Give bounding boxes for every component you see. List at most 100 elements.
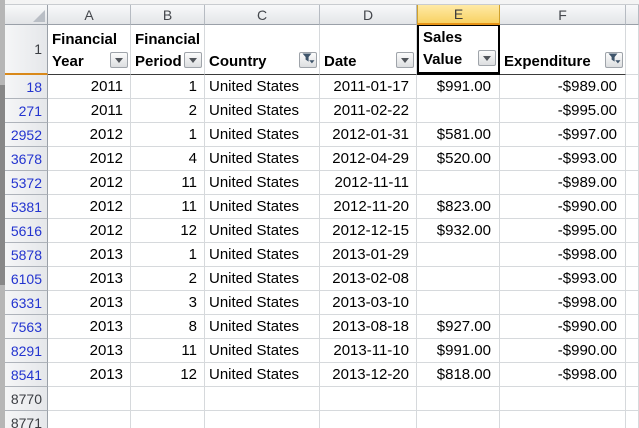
- cell-financial-period[interactable]: 3: [131, 291, 205, 315]
- cell-country[interactable]: United States: [205, 363, 320, 387]
- cell-expenditure[interactable]: [500, 411, 626, 428]
- cell-partial[interactable]: [626, 75, 639, 99]
- left-scrollbar[interactable]: [0, 0, 5, 428]
- cell-date[interactable]: 2013-11-10: [320, 339, 417, 363]
- filter-dropdown-button[interactable]: [478, 50, 496, 66]
- cell-country[interactable]: United States: [205, 123, 320, 147]
- cell-partial[interactable]: [626, 195, 639, 219]
- cell-financial-period[interactable]: 2: [131, 99, 205, 123]
- cell-financial-period[interactable]: 1: [131, 75, 205, 99]
- cell-financial-year[interactable]: 2012: [48, 171, 131, 195]
- cell-sales-value[interactable]: [417, 99, 500, 123]
- cell-financial-period[interactable]: 4: [131, 147, 205, 171]
- header-cell-expenditure[interactable]: Expenditure: [500, 25, 626, 75]
- cell-country[interactable]: United States: [205, 219, 320, 243]
- cell-financial-period[interactable]: 1: [131, 243, 205, 267]
- cell-country[interactable]: United States: [205, 315, 320, 339]
- cell-date[interactable]: [320, 387, 417, 411]
- cell-financial-period[interactable]: 12: [131, 363, 205, 387]
- cell-partial[interactable]: [626, 123, 639, 147]
- cell-date[interactable]: 2013-02-08: [320, 267, 417, 291]
- cell-sales-value[interactable]: $991.00: [417, 75, 500, 99]
- cell-date[interactable]: 2012-04-29: [320, 147, 417, 171]
- row-header-271[interactable]: 271: [5, 99, 48, 123]
- cell-expenditure[interactable]: -$989.00: [500, 171, 626, 195]
- column-header-c[interactable]: C: [205, 5, 320, 25]
- cell-financial-period[interactable]: 1: [131, 123, 205, 147]
- cell-partial[interactable]: [626, 339, 639, 363]
- column-header-e[interactable]: E: [417, 5, 500, 25]
- cell-financial-period[interactable]: 11: [131, 195, 205, 219]
- cell-financial-year[interactable]: 2012: [48, 123, 131, 147]
- column-header-a[interactable]: A: [48, 5, 131, 25]
- cell-partial[interactable]: [626, 243, 639, 267]
- row-header-5616[interactable]: 5616: [5, 219, 48, 243]
- cell-financial-period[interactable]: 2: [131, 267, 205, 291]
- row-header-6105[interactable]: 6105: [5, 267, 48, 291]
- header-cell-year[interactable]: Financial Year: [48, 25, 131, 75]
- cell-date[interactable]: 2012-12-15: [320, 219, 417, 243]
- cell-partial[interactable]: [626, 387, 639, 411]
- column-header-d[interactable]: D: [320, 5, 417, 25]
- cell-sales-value[interactable]: $823.00: [417, 195, 500, 219]
- cell-date[interactable]: 2013-01-29: [320, 243, 417, 267]
- cell-expenditure[interactable]: -$989.00: [500, 75, 626, 99]
- cell-country[interactable]: United States: [205, 147, 320, 171]
- filter-dropdown-button[interactable]: [184, 52, 202, 68]
- filter-dropdown-button[interactable]: [396, 52, 414, 68]
- cell-financial-period[interactable]: 11: [131, 171, 205, 195]
- row-header-8541[interactable]: 8541: [5, 363, 48, 387]
- row-header-6331[interactable]: 6331: [5, 291, 48, 315]
- cell-date[interactable]: 2013-12-20: [320, 363, 417, 387]
- cell-country[interactable]: United States: [205, 171, 320, 195]
- row-header-8770[interactable]: 8770: [5, 387, 48, 411]
- row-header-5878[interactable]: 5878: [5, 243, 48, 267]
- cell-partial[interactable]: [626, 99, 639, 123]
- cell-financial-period[interactable]: 12: [131, 219, 205, 243]
- cell-country[interactable]: [205, 411, 320, 428]
- cell-country[interactable]: United States: [205, 339, 320, 363]
- cell-financial-year[interactable]: 2012: [48, 147, 131, 171]
- column-header-f[interactable]: F: [500, 5, 626, 25]
- cell-financial-period[interactable]: 11: [131, 339, 205, 363]
- cell-financial-year[interactable]: 2012: [48, 195, 131, 219]
- cell-partial[interactable]: [626, 219, 639, 243]
- cell-country[interactable]: United States: [205, 267, 320, 291]
- cell-expenditure[interactable]: -$990.00: [500, 315, 626, 339]
- cell-partial[interactable]: [626, 291, 639, 315]
- cell-date[interactable]: 2011-02-22: [320, 99, 417, 123]
- cell-country[interactable]: United States: [205, 195, 320, 219]
- cell-financial-period[interactable]: [131, 411, 205, 428]
- cell-sales-value[interactable]: [417, 291, 500, 315]
- cell-date[interactable]: 2012-01-31: [320, 123, 417, 147]
- cell-sales-value[interactable]: $991.00: [417, 339, 500, 363]
- cell-expenditure[interactable]: -$997.00: [500, 123, 626, 147]
- cell-expenditure[interactable]: -$993.00: [500, 267, 626, 291]
- cell-partial[interactable]: [626, 411, 639, 428]
- row-header-8291[interactable]: 8291: [5, 339, 48, 363]
- cell-country[interactable]: United States: [205, 75, 320, 99]
- cell-expenditure[interactable]: -$990.00: [500, 339, 626, 363]
- cell-financial-period[interactable]: 8: [131, 315, 205, 339]
- cell-expenditure[interactable]: -$998.00: [500, 291, 626, 315]
- cell-partial[interactable]: [626, 363, 639, 387]
- cell-partial[interactable]: [626, 147, 639, 171]
- cell-sales-value[interactable]: $818.00: [417, 363, 500, 387]
- cell-financial-year[interactable]: [48, 411, 131, 428]
- column-header-b[interactable]: B: [131, 5, 205, 25]
- row-header-1[interactable]: 1: [5, 25, 48, 75]
- cell-sales-value[interactable]: $520.00: [417, 147, 500, 171]
- filter-applied-button[interactable]: [605, 52, 623, 68]
- column-header-partial[interactable]: [626, 5, 639, 25]
- cell-sales-value[interactable]: [417, 411, 500, 428]
- cell-sales-value[interactable]: $927.00: [417, 315, 500, 339]
- header-cell-date[interactable]: Date: [320, 25, 417, 75]
- cell-financial-year[interactable]: 2012: [48, 219, 131, 243]
- cell-expenditure[interactable]: -$998.00: [500, 243, 626, 267]
- cell-sales-value[interactable]: [417, 243, 500, 267]
- cell-financial-year[interactable]: 2013: [48, 363, 131, 387]
- cell-expenditure[interactable]: -$990.00: [500, 195, 626, 219]
- cell-date[interactable]: 2012-11-20: [320, 195, 417, 219]
- cell-financial-year[interactable]: 2013: [48, 291, 131, 315]
- row-header-5381[interactable]: 5381: [5, 195, 48, 219]
